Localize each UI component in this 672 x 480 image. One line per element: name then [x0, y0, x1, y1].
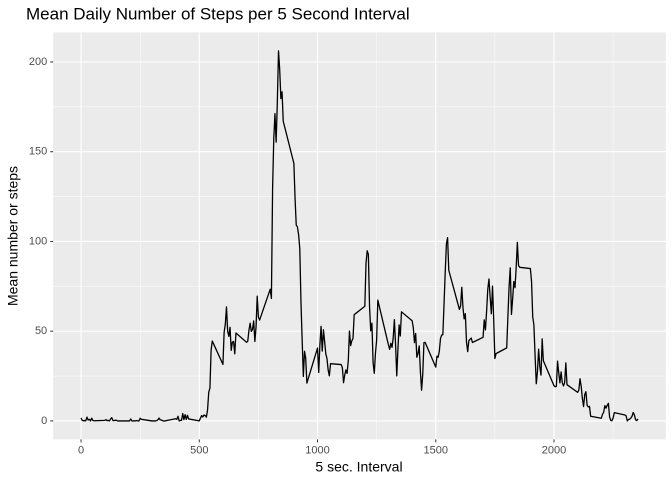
y-tick-label: 200 [29, 56, 47, 68]
y-tick-label: 50 [35, 325, 47, 337]
line [80, 50, 639, 422]
y-tick-label: 0 [41, 415, 47, 427]
x-tick-label: 1000 [305, 444, 329, 456]
x-tick-label: 2000 [542, 444, 566, 456]
y-tick-label: 100 [29, 235, 47, 247]
chart-title: Mean Daily Number of Steps per 5 Second … [26, 4, 410, 23]
x-axis-title: 5 sec. Interval [315, 459, 402, 475]
panel [53, 32, 666, 440]
x-tick-label: 500 [190, 444, 208, 456]
y-axis-title: Mean number or steps [5, 166, 21, 306]
x-tick-label: 1500 [424, 444, 448, 456]
y-tick-label: 150 [29, 146, 47, 158]
x-tick-label: 0 [78, 444, 84, 456]
